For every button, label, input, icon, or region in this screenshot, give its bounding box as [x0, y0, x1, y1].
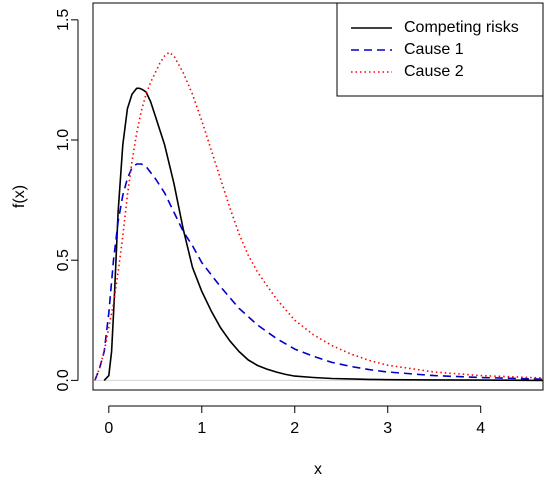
- series-line-3: [94, 51, 544, 381]
- series-line-1: [103, 87, 544, 382]
- legend-label-3: Cause 2: [404, 63, 464, 80]
- series-layer: [94, 51, 544, 382]
- x-axis: 0 1 2 3 4: [104, 405, 485, 437]
- legend-label-1: Competing risks: [404, 19, 519, 36]
- y-axis: 0.0 0.5 1.0 1.5: [55, 9, 79, 392]
- y-axis-title: f(x): [11, 185, 28, 208]
- x-axis-title: x: [314, 461, 322, 478]
- x-tick-label: 1: [197, 420, 206, 437]
- y-tick-label: 1.5: [55, 9, 72, 31]
- plot-area: [92, 2, 544, 391]
- y-tick-label: 0.0: [55, 369, 72, 391]
- y-tick-label: 1.0: [55, 129, 72, 151]
- plot-border: [92, 2, 544, 391]
- y-tick-label: 0.5: [55, 249, 72, 271]
- series-line-2: [94, 163, 544, 381]
- x-tick-label: 2: [290, 420, 299, 437]
- legend-label-2: Cause 1: [404, 41, 464, 58]
- x-tick-label: 0: [104, 420, 113, 437]
- x-tick-label: 4: [476, 420, 485, 437]
- legend: Competing risks Cause 1 Cause 2: [336, 2, 544, 97]
- x-tick-label: 3: [383, 420, 392, 437]
